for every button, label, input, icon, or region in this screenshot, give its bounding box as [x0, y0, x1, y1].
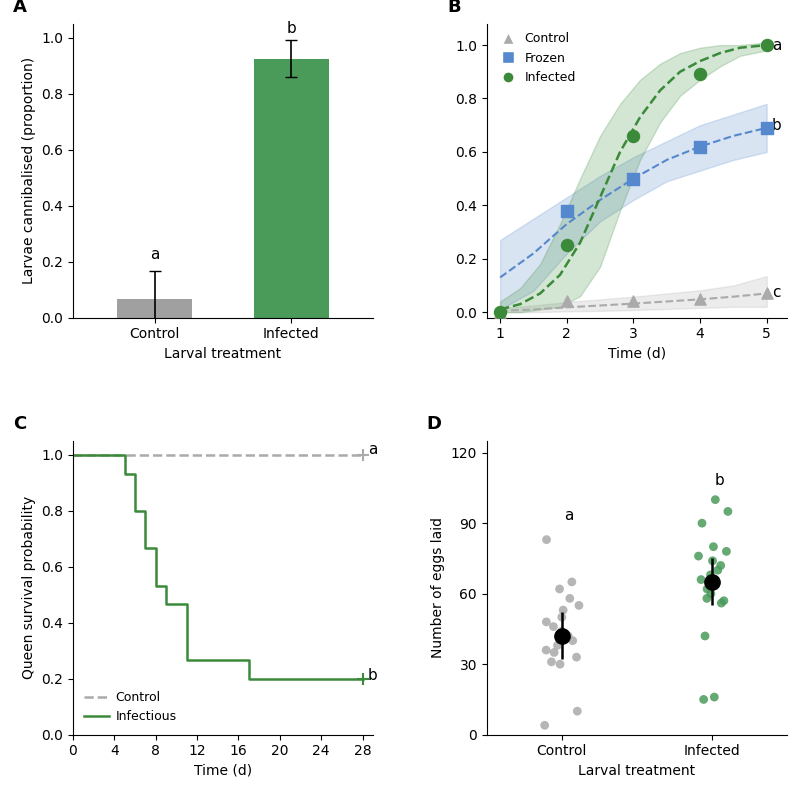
Point — [565, 576, 578, 589]
Point — [556, 611, 569, 623]
Y-axis label: Queen survival probability: Queen survival probability — [22, 496, 36, 679]
Legend: Control, Frozen, Infected: Control, Frozen, Infected — [493, 30, 578, 86]
Point — [570, 651, 583, 664]
Point — [560, 239, 573, 252]
Bar — [118, 299, 192, 318]
Point — [564, 592, 577, 604]
Text: b: b — [367, 668, 377, 683]
X-axis label: Time (d): Time (d) — [607, 347, 666, 361]
Text: b: b — [286, 21, 296, 36]
Point — [627, 172, 640, 185]
Point — [711, 564, 724, 577]
Point — [693, 68, 706, 81]
Y-axis label: Number of eggs laid: Number of eggs laid — [431, 517, 445, 658]
Point — [714, 596, 727, 609]
X-axis label: Larval treatment: Larval treatment — [578, 764, 695, 778]
Point — [696, 517, 709, 529]
Text: D: D — [427, 416, 442, 433]
Point — [705, 587, 718, 600]
Point — [539, 719, 551, 732]
Point — [560, 205, 573, 217]
Point — [720, 545, 733, 558]
Point — [540, 615, 553, 628]
Point — [540, 533, 553, 546]
Point — [693, 292, 706, 305]
Point — [709, 493, 722, 506]
Point — [627, 130, 640, 142]
Point — [560, 295, 573, 308]
Point — [556, 604, 569, 616]
Point — [545, 656, 558, 668]
Bar — [254, 58, 328, 318]
Point — [692, 550, 705, 562]
Point — [707, 540, 720, 553]
Text: a: a — [150, 246, 160, 261]
X-axis label: Larval treatment: Larval treatment — [165, 347, 281, 361]
Point — [718, 594, 731, 607]
Point — [697, 693, 710, 705]
Point — [494, 306, 507, 318]
Point — [547, 620, 560, 633]
Point — [573, 599, 586, 611]
Point — [704, 569, 717, 581]
Point — [694, 574, 707, 586]
Point — [714, 559, 727, 572]
Text: a: a — [564, 508, 574, 523]
Text: A: A — [13, 0, 27, 16]
Text: a: a — [367, 442, 377, 457]
Point — [705, 578, 718, 591]
Point — [554, 658, 567, 671]
Point — [566, 634, 579, 647]
Point — [760, 287, 773, 299]
Point — [698, 630, 711, 642]
Text: b: b — [772, 118, 782, 133]
Point — [693, 141, 706, 153]
Text: C: C — [13, 416, 26, 433]
Text: B: B — [448, 0, 461, 16]
Point — [701, 583, 714, 596]
Legend: Control, Infectious: Control, Infectious — [79, 687, 182, 728]
Point — [551, 639, 564, 652]
Y-axis label: Larvae cannibalised (proportion): Larvae cannibalised (proportion) — [22, 57, 36, 284]
Text: c: c — [772, 284, 780, 299]
Point — [571, 705, 584, 717]
Point — [539, 644, 552, 656]
Point — [547, 646, 560, 659]
Point — [627, 295, 640, 308]
Point — [708, 690, 721, 703]
Point — [494, 306, 507, 318]
Point — [722, 505, 735, 517]
Text: b: b — [714, 473, 724, 488]
Point — [562, 630, 575, 642]
Point — [553, 583, 566, 596]
Point — [701, 592, 714, 604]
Point — [760, 39, 773, 51]
Point — [760, 122, 773, 134]
Text: a: a — [772, 38, 781, 53]
Point — [706, 555, 719, 567]
Point — [556, 625, 569, 638]
X-axis label: Time (d): Time (d) — [194, 764, 252, 778]
